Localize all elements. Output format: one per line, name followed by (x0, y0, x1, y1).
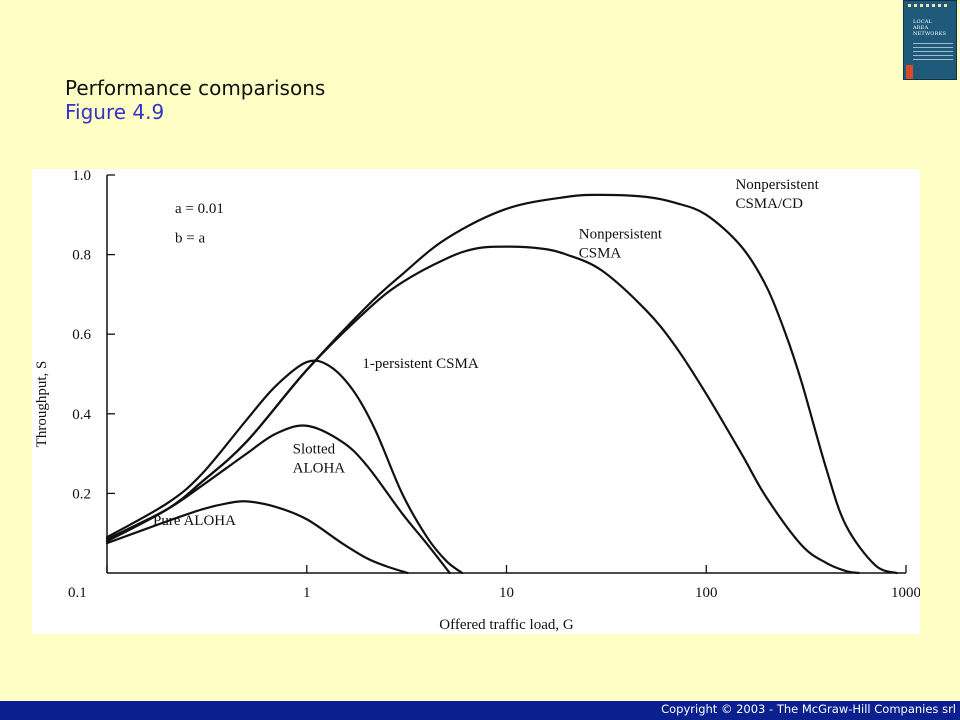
book-cover-icon: LOCAL AREA NETWORKS (903, 0, 957, 80)
x-tick-label: 1000 (891, 585, 920, 601)
book-cover-title-line: NETWORKS (913, 31, 947, 37)
x-tick-label: 1 (303, 585, 311, 601)
series-pure-aloha-label: Pure ALOHA (153, 513, 236, 529)
chart-panel: 0.2 0.4 0.6 0.8 1.0 0.1 1 10 100 1000 Offered traf… (32, 169, 920, 634)
annotation-param-a: a = 0.01 (175, 201, 224, 217)
series-1-persistent-csma-line (105, 359, 464, 575)
book-cover-title-line: LOCAL (913, 19, 933, 25)
book-cover-lines (913, 43, 953, 61)
series-pure-aloha-line (105, 500, 409, 575)
y-tick-label: 0.2 (72, 486, 91, 502)
copyright-text: Copyright © 2003 - The McGraw-Hill Compa… (661, 702, 956, 716)
throughput-chart: 0.2 0.4 0.6 0.8 1.0 0.1 1 10 100 1000 Offered traf… (34, 169, 920, 633)
y-tick-label: 0.4 (72, 407, 91, 423)
footer-bar: Copyright © 2003 - The McGraw-Hill Compa… (0, 701, 960, 720)
y-tick-label: 1.0 (72, 169, 91, 184)
curves-layer (105, 193, 898, 575)
x-tick-label: 0.1 (68, 585, 87, 601)
x-tick-label: 10 (499, 585, 514, 601)
series-slotted-aloha-label: Slotted ALOHA (293, 442, 346, 477)
title-block: Performance comparisons Figure 4.9 (65, 76, 325, 124)
series-slotted-aloha-line (105, 424, 451, 575)
book-cover-stripe (908, 4, 948, 7)
y-tick-label: 0.6 (72, 327, 91, 343)
slide-title: Performance comparisons (65, 76, 326, 100)
x-axis-title: Offered traffic load, G (439, 617, 574, 633)
y-axis-title: Throughput, S (34, 361, 50, 448)
series-nonpersistent-csma-label: Nonpersistent CSMA (579, 227, 663, 262)
figure-number: Figure 4.9 (65, 100, 165, 124)
book-cover-title-line: AREA (913, 25, 929, 31)
axes-layer: 0.2 0.4 0.6 0.8 1.0 0.1 1 10 100 1000 Offered traf… (34, 169, 920, 633)
book-cover-title: LOCAL AREA NETWORKS (913, 19, 955, 37)
y-tick-label: 0.8 (72, 248, 91, 264)
labels-layer: Pure ALOHA Slotted ALOHA 1-persistent CSMA N… (153, 177, 820, 529)
series-1-persistent-csma-label: 1-persistent CSMA (362, 356, 478, 372)
series-nonpersistent-csma-cd-label: Nonpersistent CSMA/CD (735, 177, 819, 212)
x-tick-label: 100 (695, 585, 718, 601)
annotation-param-b: b = a (175, 231, 205, 247)
series-nonpersistent-csma-cd-line (105, 193, 898, 575)
publisher-logo-icon (906, 65, 913, 79)
